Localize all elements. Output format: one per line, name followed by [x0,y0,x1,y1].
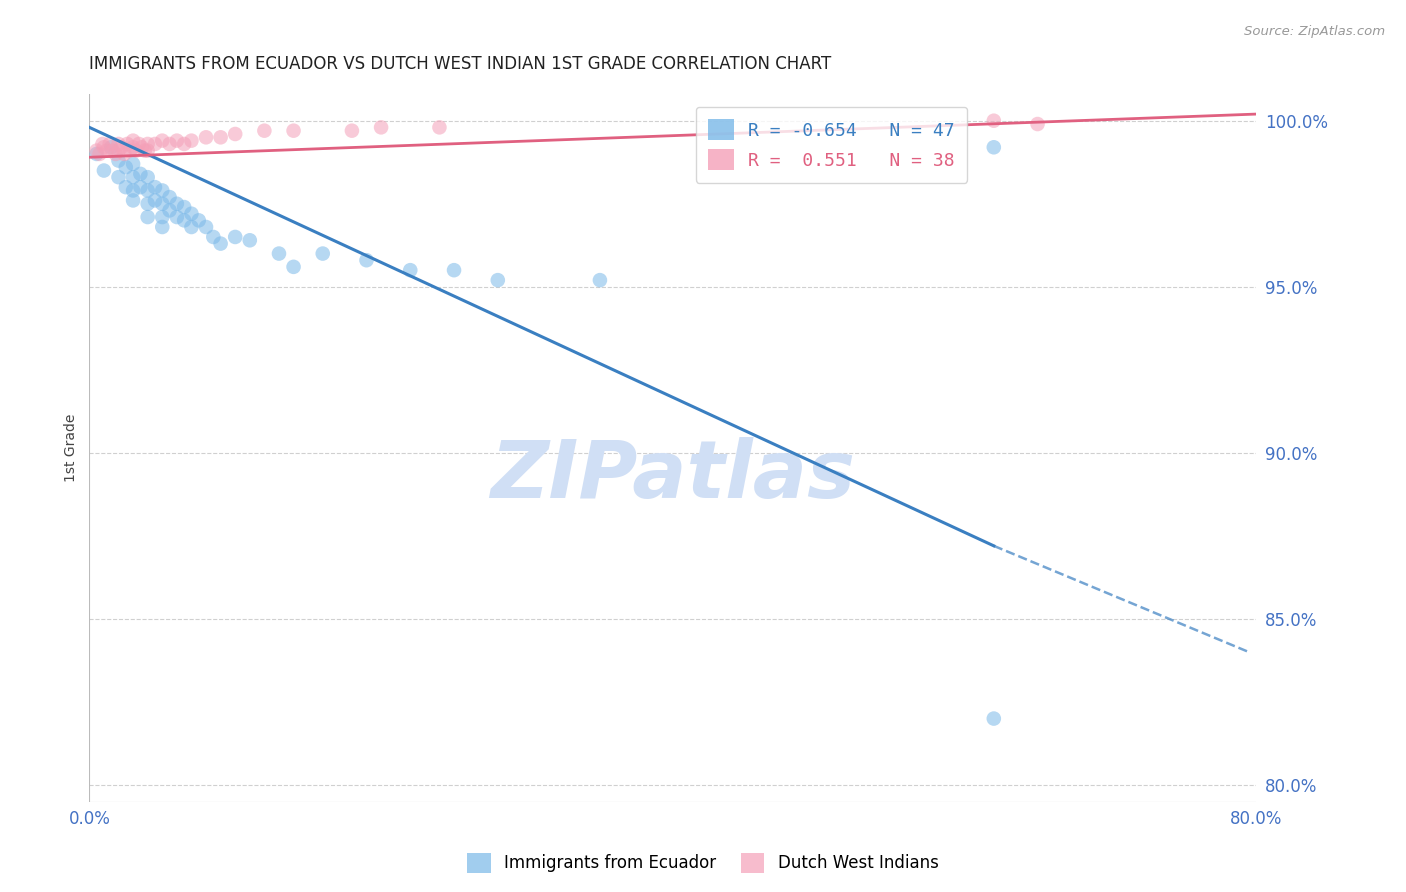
Point [173,200,195,214]
Point [129,167,152,181]
Point [239,233,262,247]
Point [195,130,218,145]
Point [93,140,115,154]
Point [312,246,335,260]
Point [356,253,378,268]
Point [107,144,129,158]
Point [122,184,145,198]
Point [114,180,136,194]
Point [143,136,166,151]
Point [93,163,115,178]
Point [128,136,150,151]
Point [180,207,202,221]
Point [224,230,246,244]
Point [370,120,392,135]
Point [112,147,135,161]
Point [122,140,145,154]
Y-axis label: 1st Grade: 1st Grade [65,414,79,482]
Point [224,127,246,141]
Point [136,184,159,198]
Point [150,196,173,211]
Point [202,230,225,244]
Point [125,144,148,158]
Point [187,213,209,227]
Point [143,180,166,194]
Point [486,273,509,287]
Point [159,203,181,218]
Point [283,260,305,274]
Point [129,180,152,194]
Point [136,196,159,211]
Text: ZIPatlas: ZIPatlas [491,437,855,516]
Point [267,246,290,260]
Point [166,210,188,224]
Point [180,219,202,234]
Point [117,136,139,151]
Legend: Immigrants from Ecuador, Dutch West Indians: Immigrants from Ecuador, Dutch West Indi… [461,847,945,880]
Point [131,140,153,154]
Point [253,123,276,137]
Point [107,170,129,185]
Point [159,190,181,204]
Point [589,273,612,287]
Point [983,712,1005,726]
Point [136,144,159,158]
Point [107,136,129,151]
Point [399,263,422,277]
Point [134,144,156,158]
Point [1026,117,1049,131]
Point [166,134,188,148]
Point [91,136,114,151]
Point [173,213,195,227]
Point [209,236,232,251]
Point [104,147,127,161]
Point [122,134,145,148]
Point [283,123,305,137]
Point [122,157,145,171]
Point [98,136,121,151]
Legend: R = -0.654   N = 47, R =  0.551   N = 38: R = -0.654 N = 47, R = 0.551 N = 38 [696,107,967,183]
Point [150,134,173,148]
Point [101,144,124,158]
Point [136,210,159,224]
Point [159,136,181,151]
Point [136,170,159,185]
Point [96,144,118,158]
Point [114,160,136,174]
Point [173,136,195,151]
Point [150,184,173,198]
Point [107,153,129,168]
Point [195,219,218,234]
Text: Source: ZipAtlas.com: Source: ZipAtlas.com [1244,25,1385,38]
Text: IMMIGRANTS FROM ECUADOR VS DUTCH WEST INDIAN 1ST GRADE CORRELATION CHART: IMMIGRANTS FROM ECUADOR VS DUTCH WEST IN… [90,55,831,73]
Point [86,144,108,158]
Point [166,196,188,211]
Point [100,140,122,154]
Point [209,130,232,145]
Point [89,147,111,161]
Point [86,147,108,161]
Point [122,170,145,185]
Point [150,219,173,234]
Point [120,144,142,158]
Point [110,140,132,154]
Point [340,123,363,137]
Point [429,120,451,135]
Point [136,136,159,151]
Point [143,194,166,208]
Point [122,194,145,208]
Point [983,140,1005,154]
Point [443,263,465,277]
Point [983,113,1005,128]
Point [180,134,202,148]
Point [150,210,173,224]
